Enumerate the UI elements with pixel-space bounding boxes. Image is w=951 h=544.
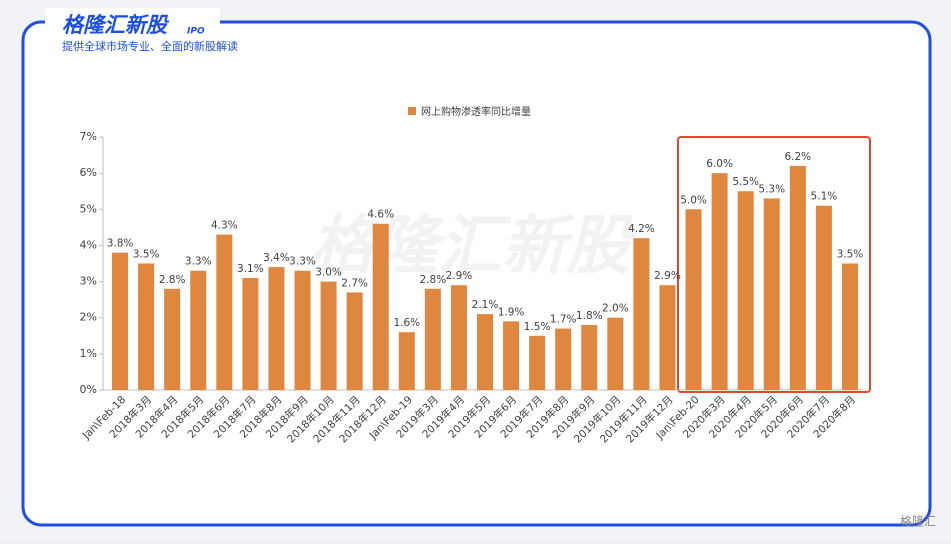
bar <box>633 238 650 390</box>
y-tick-label: 5% <box>80 202 97 215</box>
bar <box>450 285 467 390</box>
value-label: 5.5% <box>732 176 759 188</box>
y-tick-label: 1% <box>80 347 97 360</box>
bar <box>346 292 363 390</box>
bar <box>138 263 155 390</box>
value-label: 2.9% <box>654 270 681 282</box>
y-tick-label: 2% <box>80 311 97 324</box>
brand-tag: IPO <box>187 27 205 37</box>
value-label: 2.8% <box>420 274 447 286</box>
value-label: 1.6% <box>393 317 420 329</box>
value-label: 3.3% <box>185 256 212 268</box>
y-tick-label: 7% <box>80 130 97 143</box>
value-label: 4.3% <box>211 220 238 232</box>
bar <box>190 270 207 390</box>
bar <box>763 198 780 390</box>
value-label: 2.9% <box>446 270 473 282</box>
bar <box>398 332 415 390</box>
value-label: 2.7% <box>341 277 368 289</box>
value-label: 1.7% <box>550 314 577 326</box>
bar <box>815 205 832 390</box>
value-label: 3.3% <box>289 256 316 268</box>
bar <box>711 173 728 390</box>
value-label: 1.9% <box>498 306 525 318</box>
bar <box>320 281 337 390</box>
value-label: 5.1% <box>811 191 838 203</box>
tagline: 提供全球市场专业、全面的新股解读 <box>62 39 238 53</box>
bar <box>581 324 598 390</box>
value-label: 1.5% <box>524 321 551 333</box>
value-label: 3.8% <box>107 238 134 250</box>
y-tick-label: 0% <box>80 383 97 396</box>
bar <box>659 285 676 390</box>
value-label: 2.0% <box>602 303 629 315</box>
value-label: 1.8% <box>576 310 603 322</box>
value-label: 2.8% <box>159 274 186 286</box>
bar <box>424 288 441 390</box>
bar <box>503 321 520 390</box>
value-label: 2.1% <box>472 299 499 311</box>
bar <box>607 317 624 390</box>
footer-logo: 格隆汇 <box>900 514 936 529</box>
value-label: 3.5% <box>837 249 864 261</box>
header-bg <box>45 8 220 58</box>
value-label: 4.6% <box>367 209 394 221</box>
legend-swatch <box>408 107 416 115</box>
y-tick-label: 3% <box>80 275 97 288</box>
value-label: 3.5% <box>133 249 160 261</box>
bar <box>372 223 389 390</box>
bar <box>112 252 129 390</box>
bar <box>242 277 259 390</box>
watermark: 格隆汇新股 <box>310 210 637 284</box>
bar <box>294 270 311 390</box>
y-tick-label: 6% <box>80 166 97 179</box>
bar <box>164 288 181 390</box>
bar <box>685 209 702 390</box>
value-label: 3.0% <box>315 267 342 279</box>
legend-label: 网上购物渗透率同比增量 <box>421 105 531 118</box>
value-label: 5.0% <box>680 194 707 206</box>
bar <box>268 267 285 390</box>
bar <box>529 335 546 390</box>
y-tick-label: 4% <box>80 238 97 251</box>
bar <box>841 263 858 390</box>
value-label: 6.0% <box>706 158 733 170</box>
value-label: 4.2% <box>628 223 655 235</box>
bar <box>555 328 572 390</box>
bar <box>216 234 233 390</box>
value-label: 5.3% <box>758 183 785 195</box>
bar <box>737 191 754 390</box>
value-label: 6.2% <box>784 151 811 163</box>
value-label: 3.1% <box>237 263 264 275</box>
highlight-box <box>677 136 871 393</box>
frame <box>21 20 932 527</box>
bar <box>477 314 493 390</box>
brand: 格隆汇新股 <box>62 13 170 37</box>
value-label: 3.4% <box>263 252 290 264</box>
bar <box>789 165 806 390</box>
